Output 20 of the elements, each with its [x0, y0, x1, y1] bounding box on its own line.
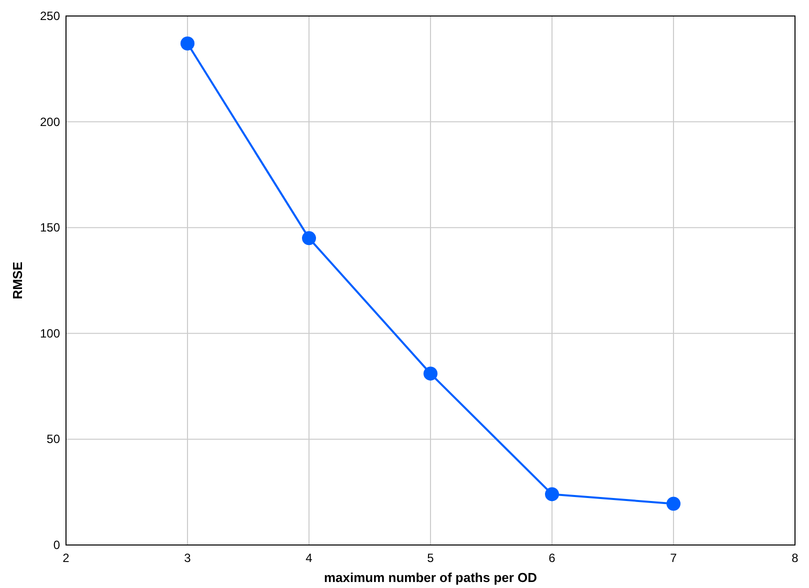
point [424, 366, 438, 381]
x-tick-label: 3 [184, 551, 192, 565]
x-tick-label: 2 [62, 551, 70, 565]
x-tick-label: 6 [548, 551, 556, 565]
y-axis-title: RMSE [10, 261, 25, 300]
x-tick-label: 5 [427, 551, 434, 565]
point [545, 487, 559, 502]
x-tick-label: 8 [792, 551, 799, 565]
point [180, 36, 194, 51]
y-tick-label: 50 [46, 432, 60, 446]
point [666, 496, 680, 511]
x-tick-label: 7 [670, 551, 678, 565]
y-tick-label: 200 [40, 114, 60, 129]
x-tick-label: 4 [306, 551, 313, 565]
y-tick-label: 0 [53, 538, 60, 552]
point [302, 231, 316, 246]
y-tick-label: 250 [40, 9, 60, 23]
y-tick-label: 100 [40, 326, 60, 340]
x-axis-title: maximum number of paths per OD [324, 570, 538, 585]
y-tick-label: 150 [40, 220, 60, 235]
